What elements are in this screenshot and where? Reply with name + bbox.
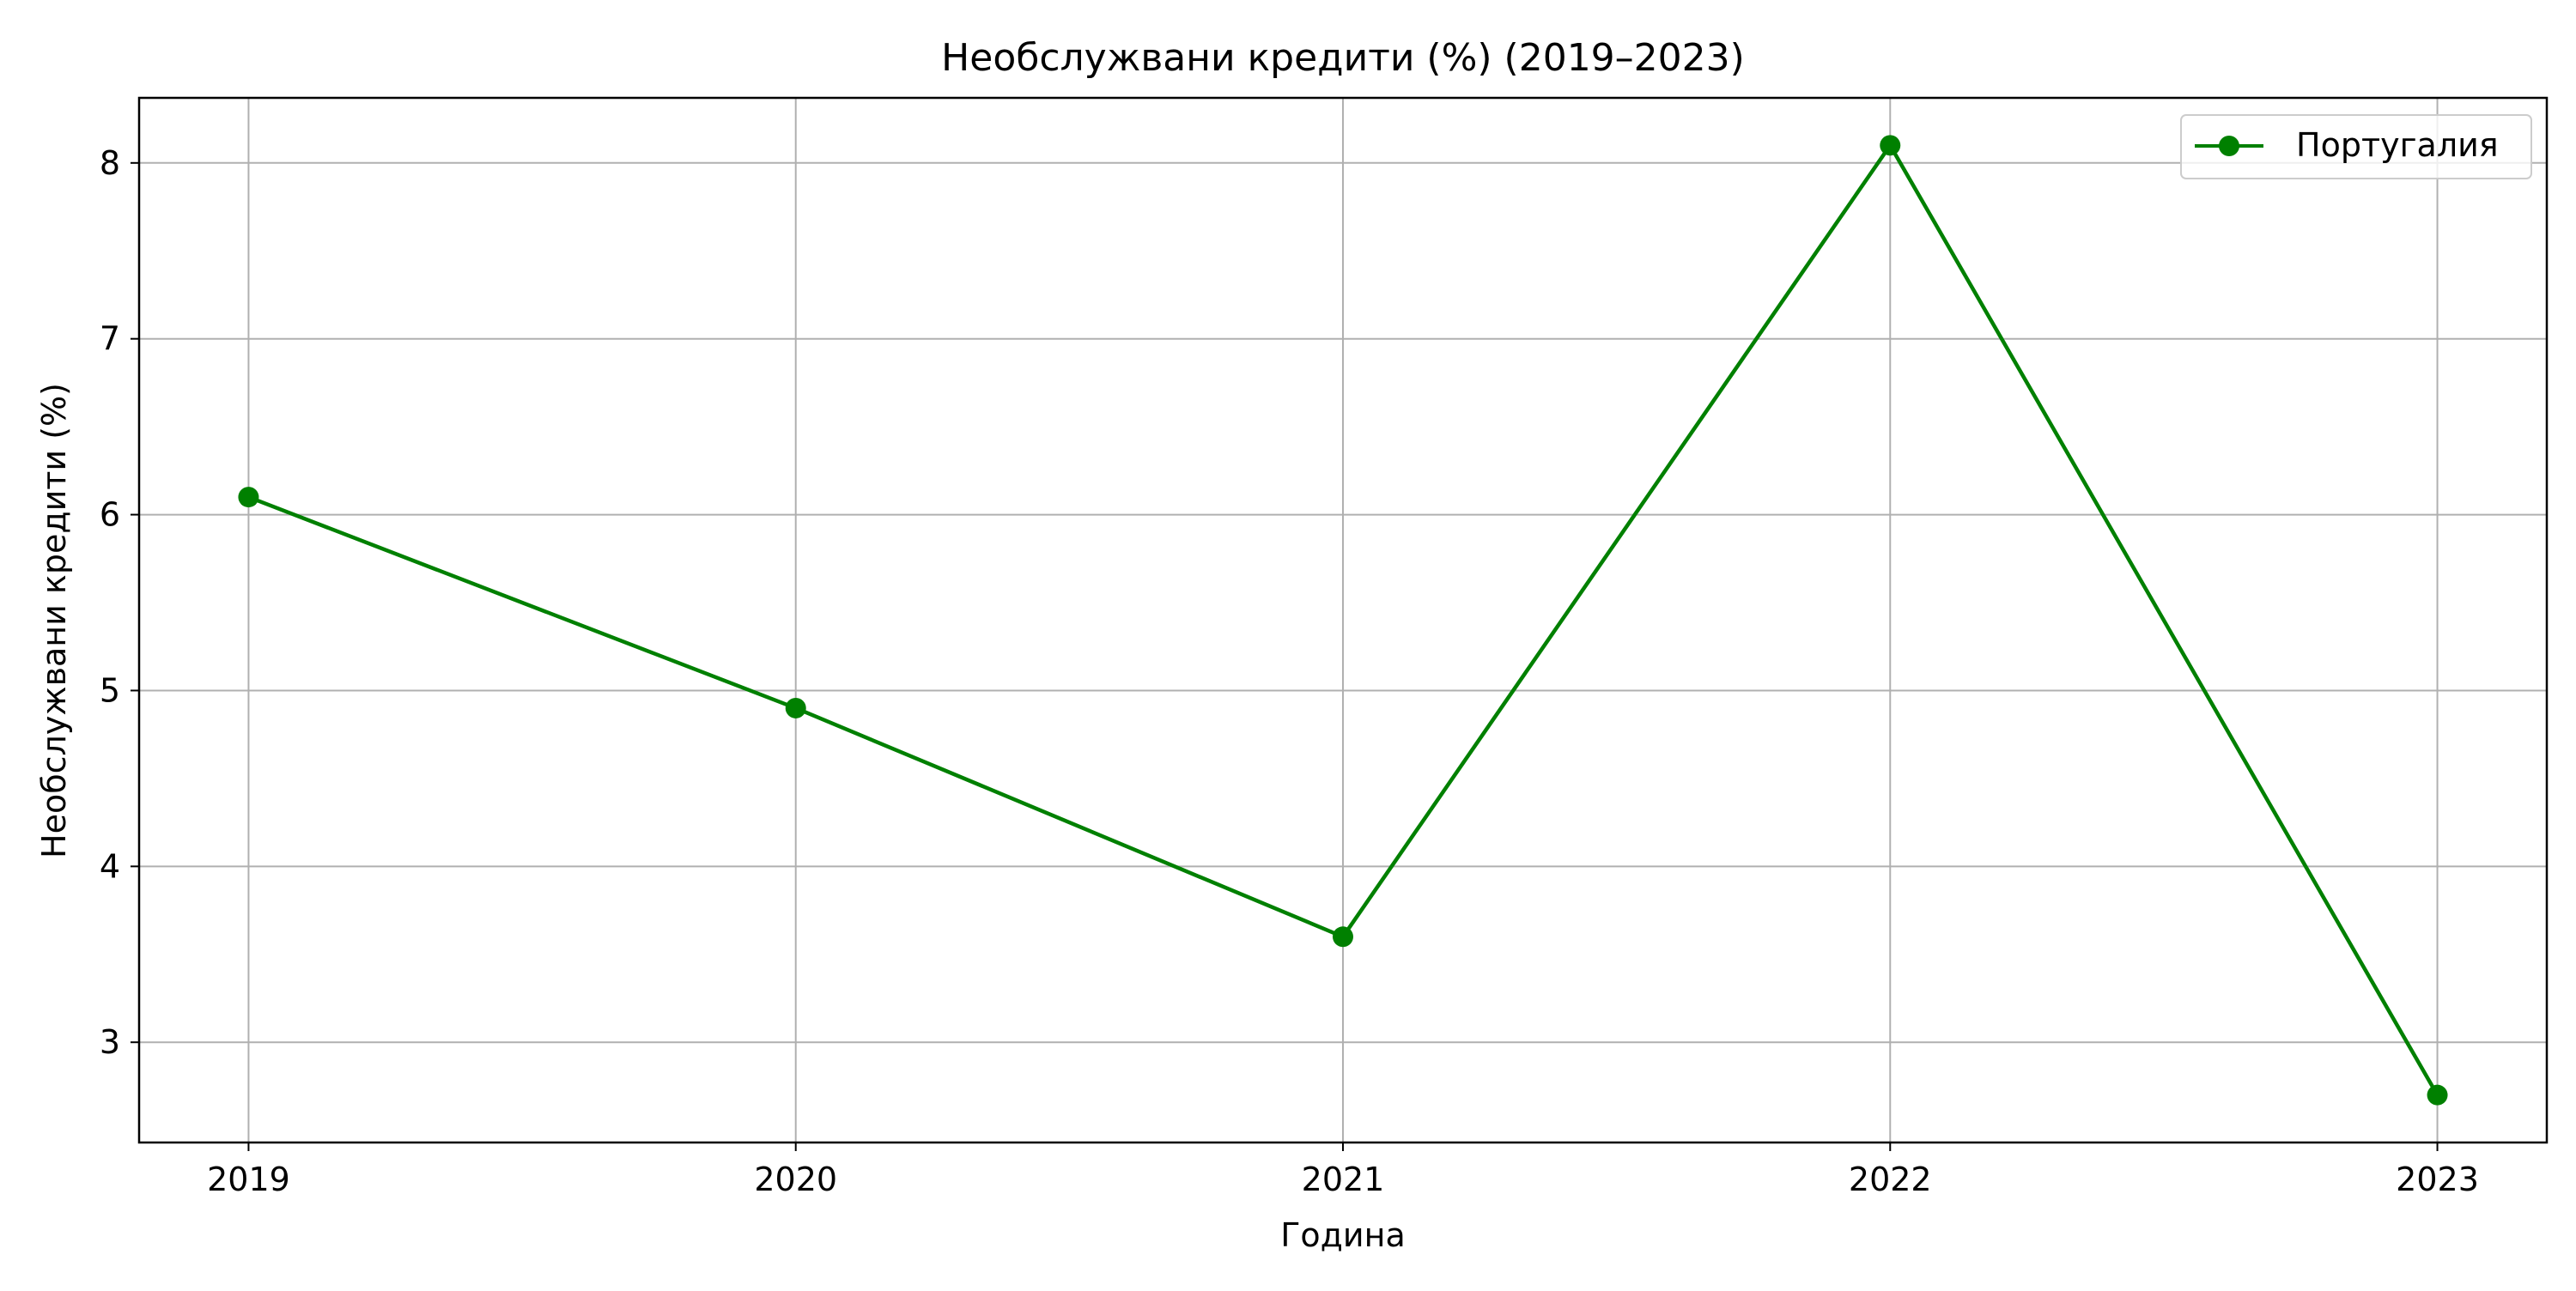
y-tick-label: 3: [100, 1023, 120, 1061]
data-point-marker: [1880, 135, 1901, 156]
x-tick-label: 2021: [1302, 1161, 1385, 1198]
x-tick-label: 2019: [207, 1161, 290, 1198]
axis-ticks: 2019 2020 2021 2022 2023 3 4 5 6 7 8: [100, 144, 2479, 1198]
x-tick-label: 2023: [2396, 1161, 2479, 1198]
x-tick-label: 2022: [1849, 1161, 1932, 1198]
y-tick-label: 7: [100, 320, 120, 358]
data-point-marker: [785, 697, 806, 718]
y-axis-label: Необслужвани кредити (%): [35, 383, 73, 858]
grid-lines: [139, 98, 2547, 1143]
y-tick-label: 4: [100, 847, 120, 885]
data-point-marker: [238, 487, 259, 508]
data-point-marker: [1333, 926, 1353, 948]
legend-label: Португалия: [2296, 126, 2499, 164]
y-tick-label: 8: [100, 144, 120, 182]
legend-marker-icon: [2219, 136, 2239, 156]
x-tick-label: 2020: [754, 1161, 837, 1198]
legend: Португалия: [2180, 114, 2532, 179]
plot-frame: [137, 96, 2549, 1144]
y-tick-label: 6: [100, 496, 120, 534]
y-tick-label: 5: [100, 671, 120, 709]
data-point-marker: [2427, 1084, 2448, 1106]
x-axis-label: Година: [1280, 1216, 1406, 1254]
legend-box: [2180, 114, 2532, 179]
chart-title: Необслужвани кредити (%) (2019–2023): [941, 36, 1745, 80]
series-layer: [238, 135, 2448, 1106]
